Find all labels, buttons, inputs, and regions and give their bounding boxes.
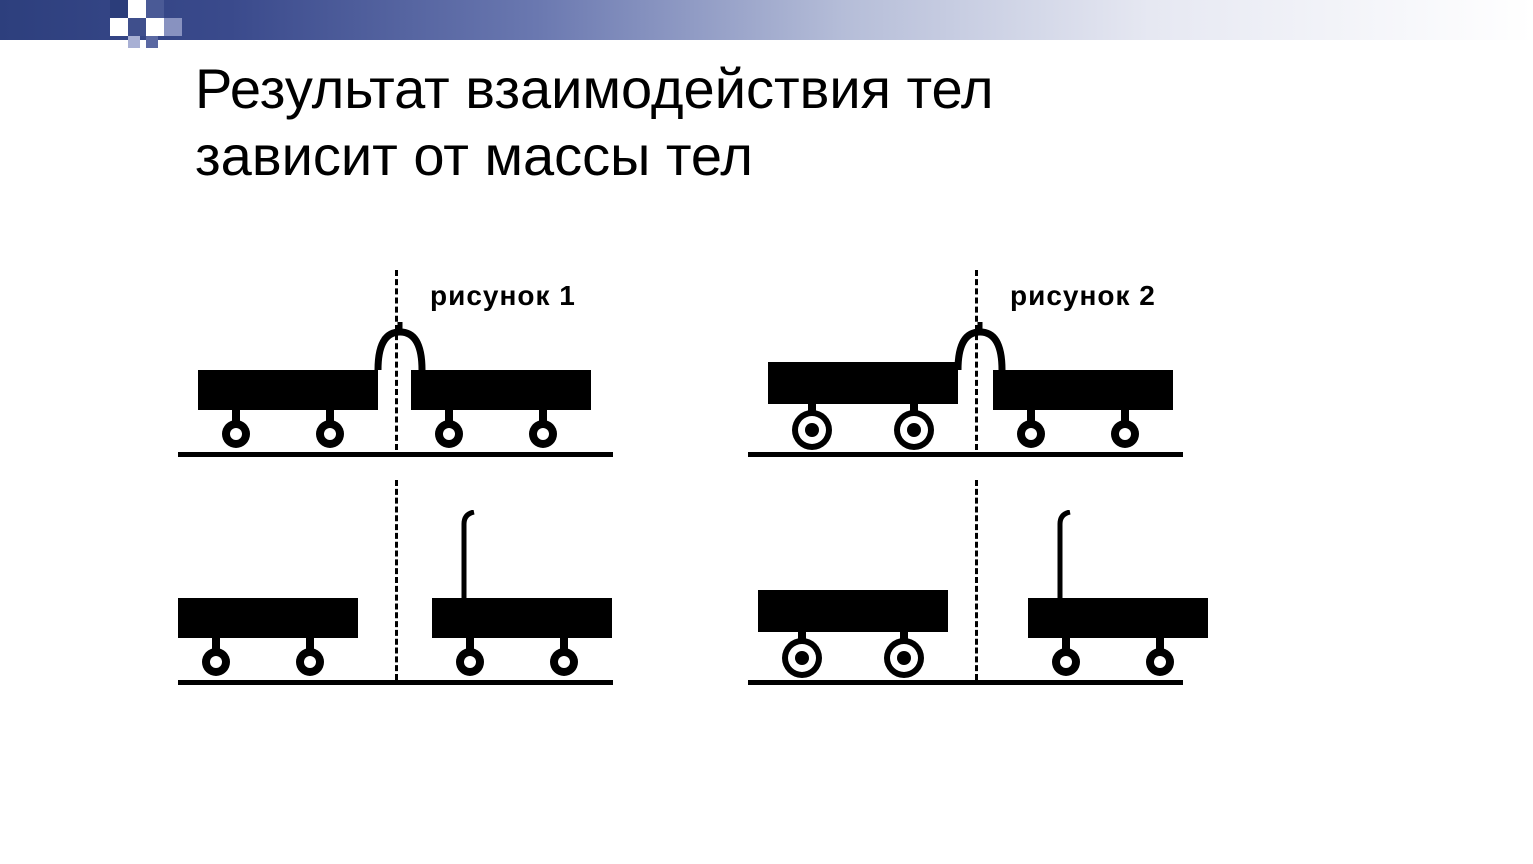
spring-released-marker [1040, 510, 1080, 608]
cart-body [198, 370, 378, 410]
slide-title: Результат взаимодействия тел зависит от … [195, 55, 1295, 189]
banner-square [128, 0, 146, 18]
spring-icon [370, 322, 430, 382]
spring-icon [950, 322, 1010, 382]
ground-line-after [178, 680, 613, 685]
banner-square [146, 0, 164, 18]
title-line1: Результат взаимодействия тел [195, 57, 994, 120]
banner-square [164, 18, 182, 36]
ground-line-before [178, 452, 613, 457]
cart-wheel [222, 420, 250, 448]
cart-body [768, 362, 958, 404]
cart-body [411, 370, 591, 410]
banner-square [146, 18, 164, 36]
cart-wheel [296, 648, 324, 676]
cart-wheel [792, 410, 832, 450]
cart-body [758, 590, 948, 632]
banner-square [128, 36, 140, 48]
cart-wheel [1017, 420, 1045, 448]
cart-wheel [435, 420, 463, 448]
spring-released-marker [444, 510, 484, 608]
cart-wheel [550, 648, 578, 676]
cart-wheel [894, 410, 934, 450]
center-line-after [395, 480, 398, 680]
cart-wheel [1146, 648, 1174, 676]
banner-square [128, 18, 146, 36]
banner-square [110, 18, 128, 36]
center-line-after [975, 480, 978, 680]
ground-line-after [748, 680, 1183, 685]
cart-wheel [782, 638, 822, 678]
banner-gradient [0, 0, 1533, 40]
cart-wheel [202, 648, 230, 676]
panel-label-2: рисунок 2 [1010, 280, 1156, 312]
cart-wheel [884, 638, 924, 678]
title-line2: зависит от массы тел [195, 124, 753, 187]
cart-body [178, 598, 358, 638]
cart-wheel [456, 648, 484, 676]
cart-wheel [1111, 420, 1139, 448]
panel-label-1: рисунок 1 [430, 280, 576, 312]
ground-line-before [748, 452, 1183, 457]
cart-body [993, 370, 1173, 410]
cart-wheel [316, 420, 344, 448]
banner-square [146, 36, 158, 48]
banner-square [110, 0, 128, 18]
cart-wheel [1052, 648, 1080, 676]
cart-wheel [529, 420, 557, 448]
